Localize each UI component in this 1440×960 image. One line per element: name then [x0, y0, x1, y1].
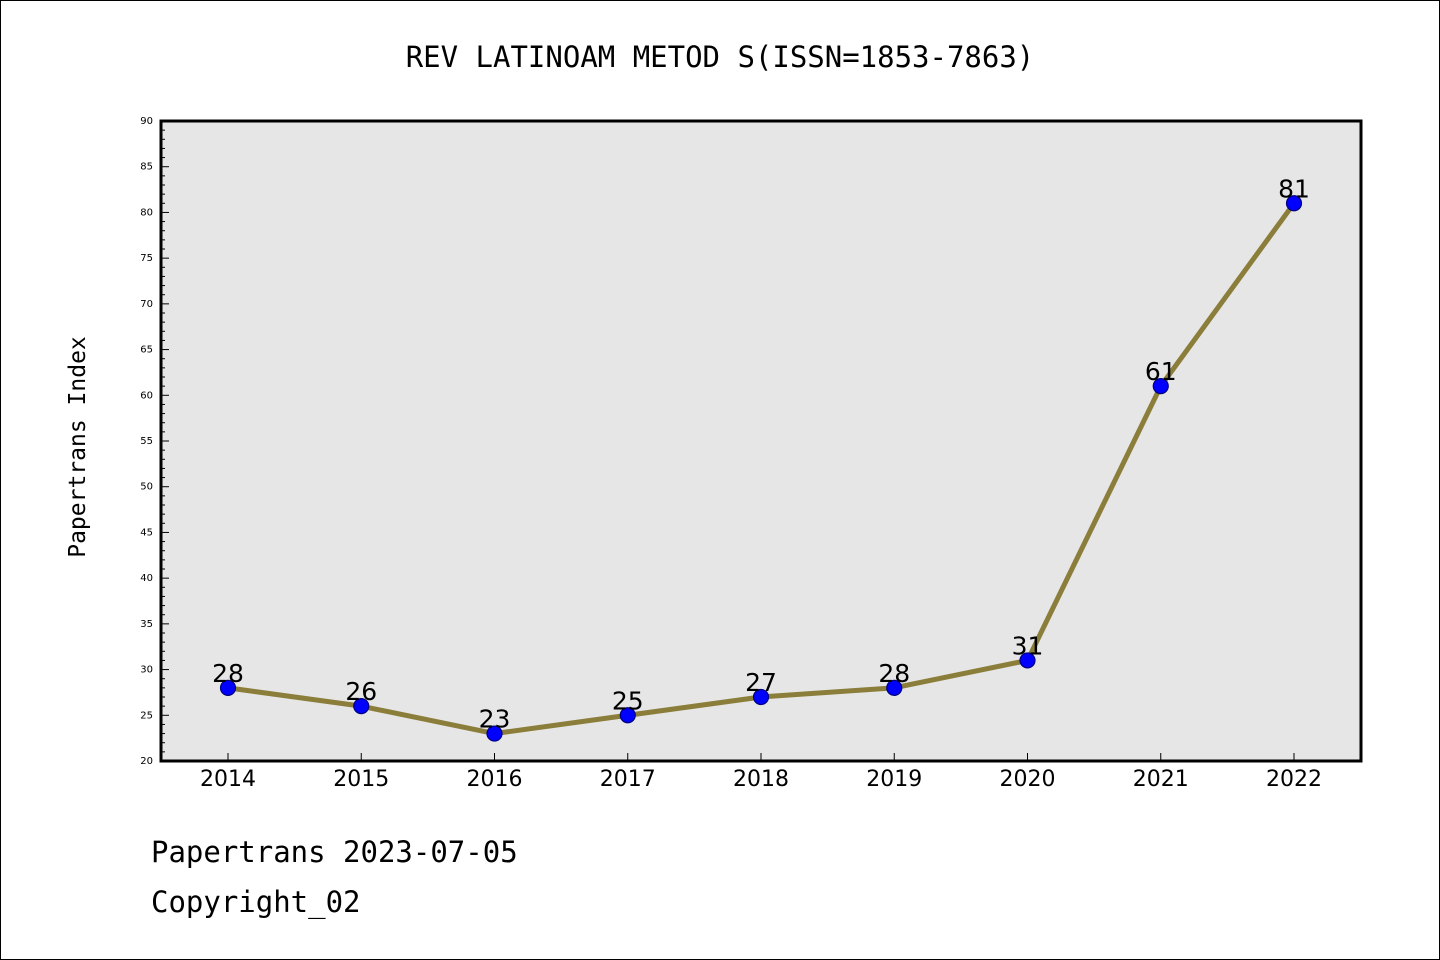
footer-date: Papertrans 2023-07-05: [151, 835, 518, 869]
y-tick-label: 60: [140, 390, 153, 401]
data-point-2019: [886, 679, 903, 696]
plot-area: [159, 119, 1363, 763]
footer-copyright: Copyright_02: [151, 885, 361, 919]
data-label-2021: 61: [1145, 357, 1177, 386]
y-tick-label: 40: [140, 573, 153, 584]
y-tick-label: 55: [140, 436, 153, 447]
data-labels: 28 26 23 25 27 28 31 61 81: [212, 174, 1310, 733]
data-label-2019: 28: [878, 659, 910, 688]
data-label-2014: 28: [212, 659, 244, 688]
y-tick-label: 65: [140, 345, 153, 356]
x-tick-label: 2016: [467, 767, 523, 792]
x-tick-label: 2021: [1133, 767, 1189, 792]
y-tick-label: 20: [140, 756, 153, 767]
data-label-2018: 27: [745, 668, 777, 697]
y-tick-label: 45: [140, 527, 153, 538]
x-tick-label: 2017: [600, 767, 656, 792]
y-tick-label: 50: [140, 482, 153, 493]
x-tick-label: 2022: [1266, 767, 1322, 792]
y-tick-label: 70: [140, 299, 153, 310]
data-label-2015: 26: [345, 677, 377, 706]
y-tick-label: 75: [140, 253, 153, 264]
y-tick-label: 85: [140, 162, 153, 173]
data-point-2016: [486, 725, 503, 742]
data-point-2014: [219, 679, 237, 696]
data-point-2022: [1285, 195, 1303, 212]
data-point-2018: [752, 688, 770, 706]
data-markers: [219, 195, 1303, 742]
x-axis-ticks: 2014 2015 2016 2017 2018 2019 2020 2021 2022: [200, 753, 1322, 792]
x-tick-label: 2018: [733, 767, 789, 792]
y-axis-ticks: 20 25 30 35 40 45 50 55 60 65 70 75 80 85 90: [140, 116, 169, 767]
data-point-2017: [619, 707, 636, 724]
x-tick-label: 2020: [1000, 767, 1056, 792]
data-point-2015: [353, 698, 370, 715]
chart-title: REV LATINOAM METOD S(ISSN=1853-7863): [406, 40, 1035, 74]
data-label-2022: 81: [1278, 174, 1310, 203]
x-tick-label: 2014: [200, 767, 256, 792]
y-tick-label: 30: [140, 665, 153, 676]
x-tick-label: 2019: [866, 767, 922, 792]
data-point-2021: [1152, 378, 1169, 395]
data-label-2020: 31: [1012, 631, 1044, 660]
y-tick-label: 80: [140, 207, 153, 218]
x-tick-label: 2015: [333, 767, 389, 792]
y-tick-label: 90: [140, 116, 153, 127]
y-axis-label: Papertrans Index: [65, 336, 91, 558]
data-label-2017: 25: [612, 686, 644, 715]
data-label-2016: 23: [479, 705, 511, 734]
y-tick-label: 25: [140, 710, 153, 721]
data-point-2020: [1019, 652, 1036, 669]
y-tick-label: 35: [140, 619, 153, 630]
